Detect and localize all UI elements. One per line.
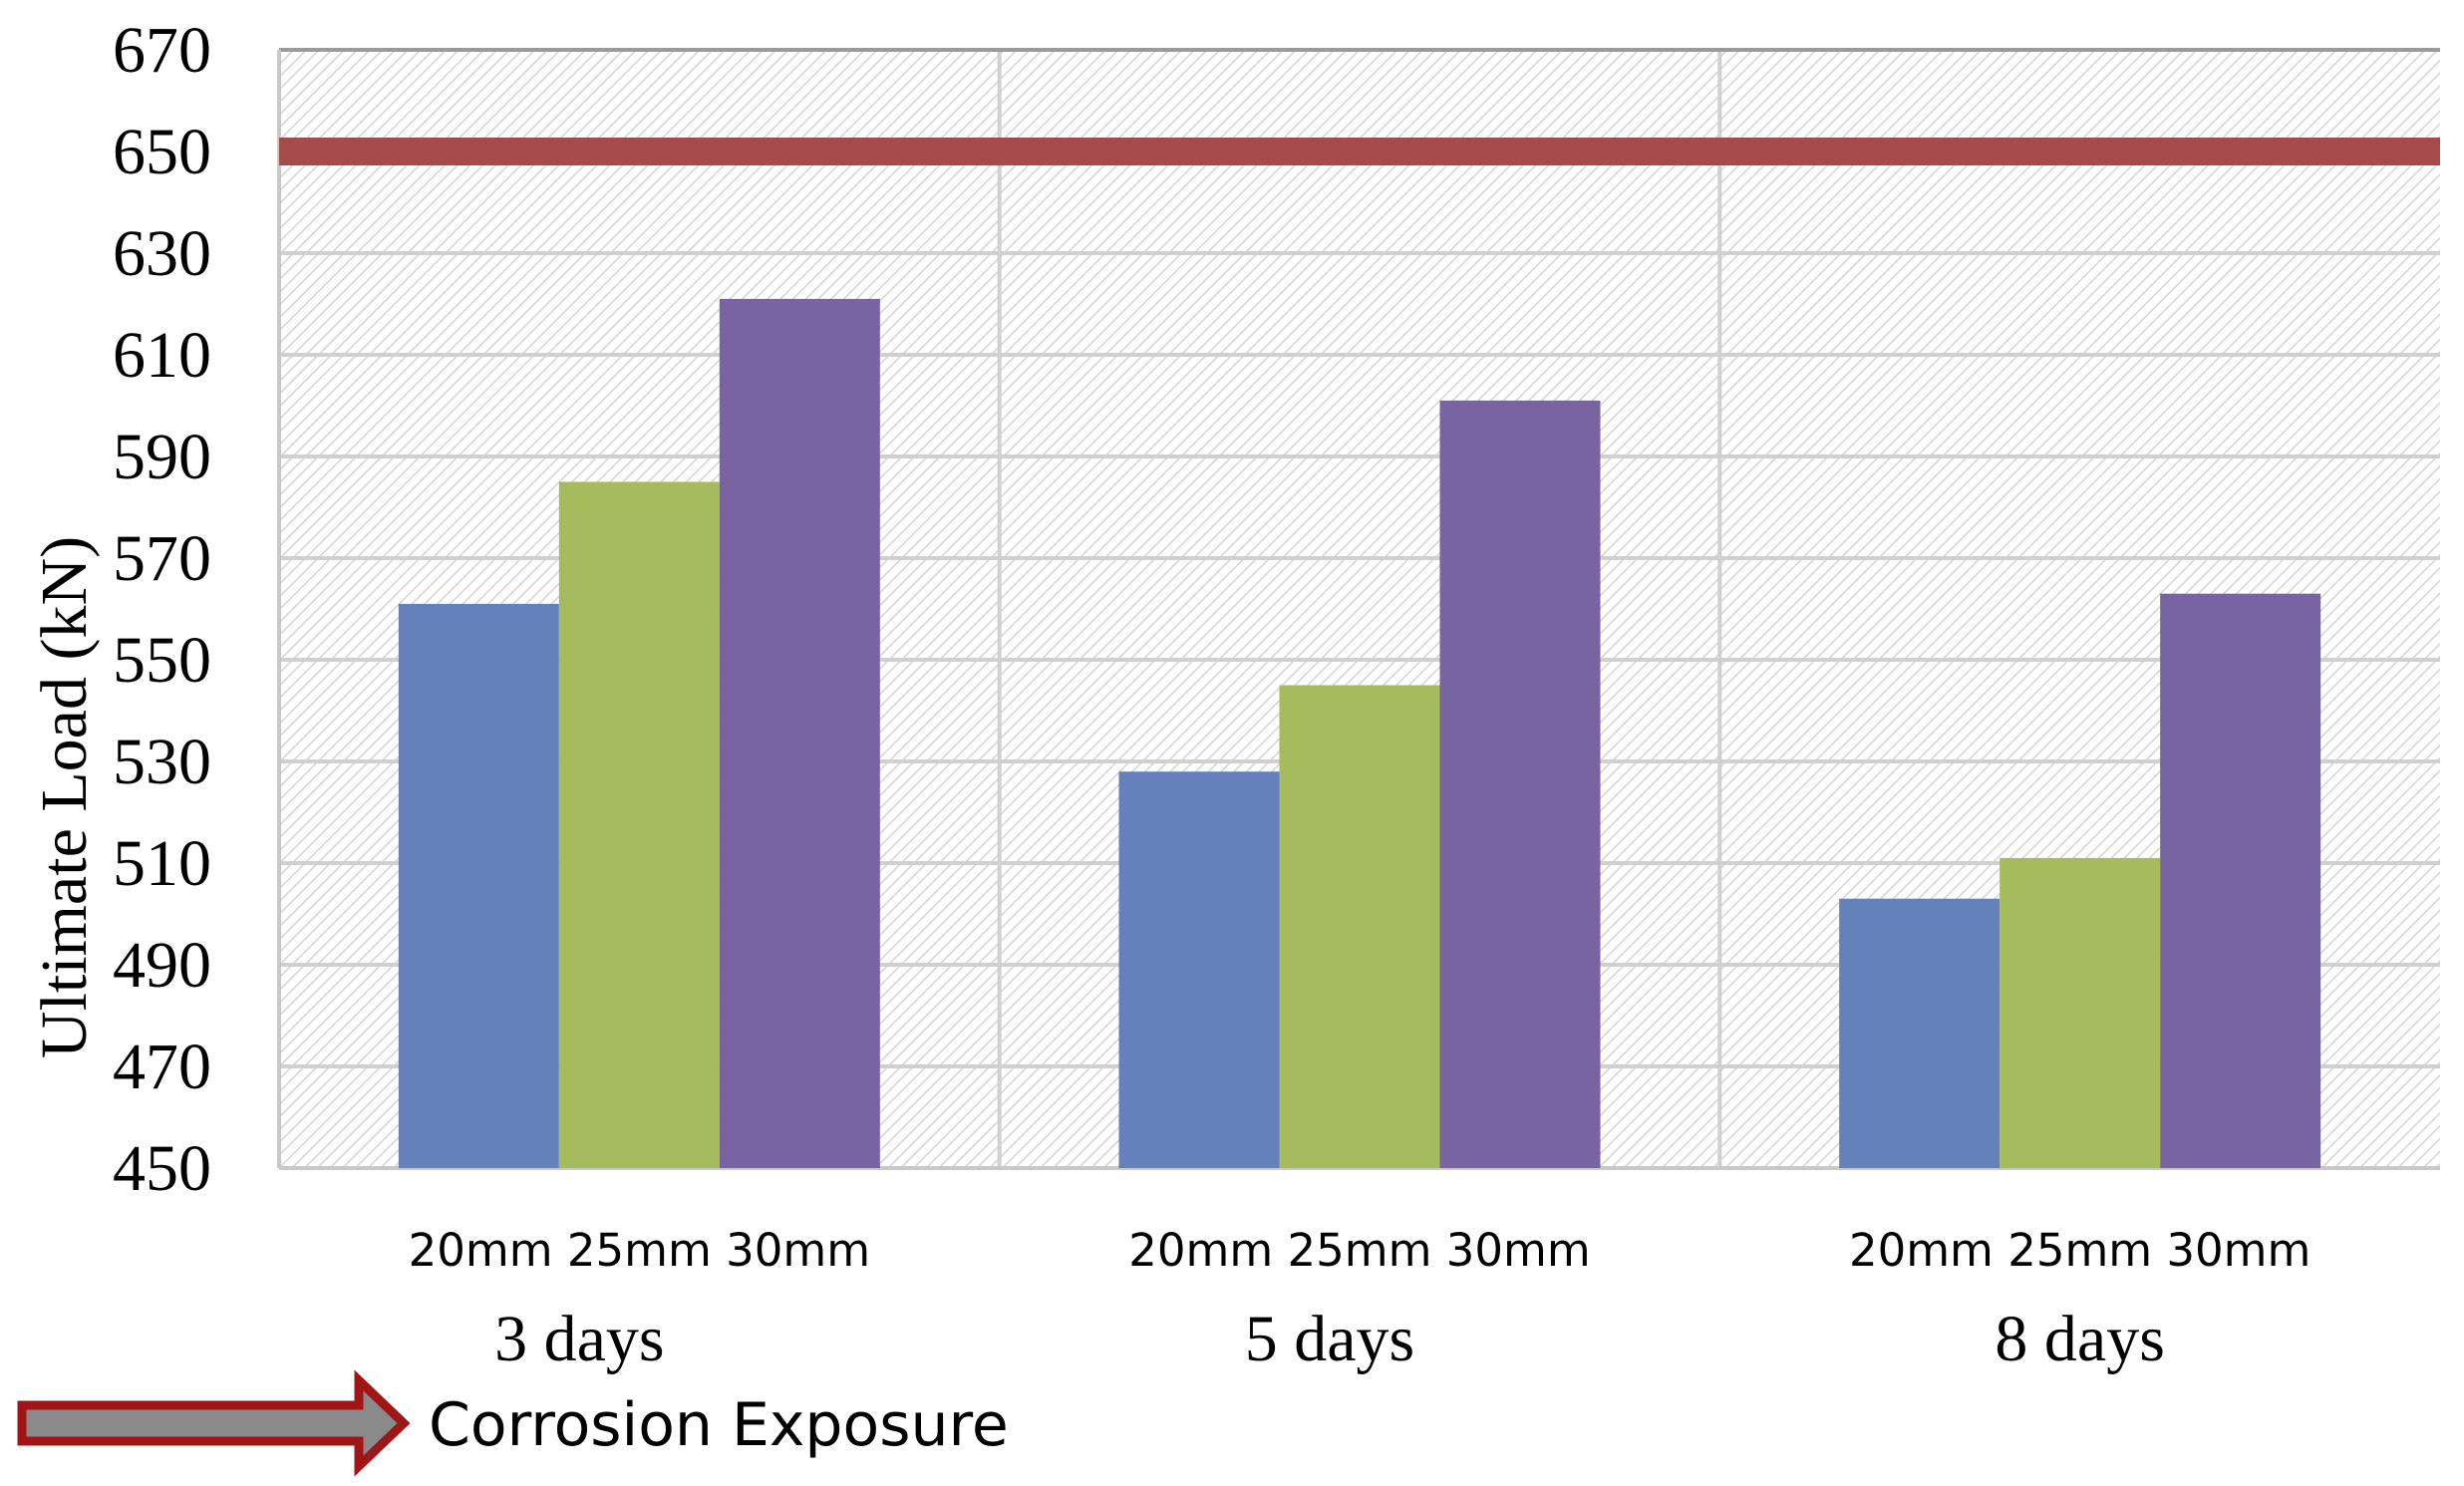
- x-subcategory-label: 20mm 25mm 30mm: [409, 1224, 870, 1277]
- y-axis-label: Ultimate Load (kN): [28, 536, 101, 1058]
- y-tick-label: 650: [113, 116, 211, 188]
- y-tick-label: 670: [113, 14, 211, 87]
- y-tick-label: 550: [113, 624, 211, 697]
- x-axis-categories: 20mm 25mm 30mm 3 days 20mm 25mm 30mm 5 days…: [409, 1224, 2311, 1375]
- y-axis-ticks: 450 470 490 510 530 550 570 590 610 630 650 670: [113, 14, 211, 1205]
- x-category-label: 3 days: [494, 1303, 664, 1375]
- bar-25mm-5-days: [1279, 685, 1440, 1168]
- y-tick-label: 590: [113, 421, 211, 493]
- bar-25mm-3-days: [558, 481, 720, 1168]
- bar-25mm-8-days: [2000, 857, 2161, 1168]
- corrosion-exposure-annotation: Corrosion Exposure: [17, 1369, 1009, 1477]
- y-tick-label: 470: [113, 1031, 211, 1103]
- y-tick-label: 490: [113, 929, 211, 1002]
- plot-area: [277, 48, 2440, 1170]
- bar-20mm-3-days: [398, 603, 559, 1168]
- x-category-label: 8 days: [1995, 1303, 2164, 1375]
- annotation-label: Corrosion Exposure: [429, 1390, 1009, 1460]
- bar-20mm-5-days: [1118, 771, 1280, 1168]
- y-tick-label: 570: [113, 522, 211, 595]
- bar-20mm-8-days: [1839, 898, 2001, 1168]
- bar-30mm-5-days: [1439, 400, 1601, 1168]
- y-tick-label: 610: [113, 319, 211, 392]
- y-tick-label: 530: [113, 726, 211, 798]
- bars: [398, 298, 2321, 1168]
- x-subcategory-label: 20mm 25mm 30mm: [1128, 1224, 1590, 1277]
- y-tick-label: 630: [113, 217, 211, 290]
- y-tick-label: 510: [113, 827, 211, 900]
- bar-30mm-8-days: [2160, 593, 2321, 1168]
- y-tick-label: 450: [113, 1132, 211, 1205]
- x-subcategory-label: 20mm 25mm 30mm: [1849, 1224, 2310, 1277]
- arrow-icon: [17, 1369, 411, 1477]
- x-category-label: 5 days: [1245, 1303, 1414, 1375]
- bar-30mm-3-days: [719, 298, 880, 1168]
